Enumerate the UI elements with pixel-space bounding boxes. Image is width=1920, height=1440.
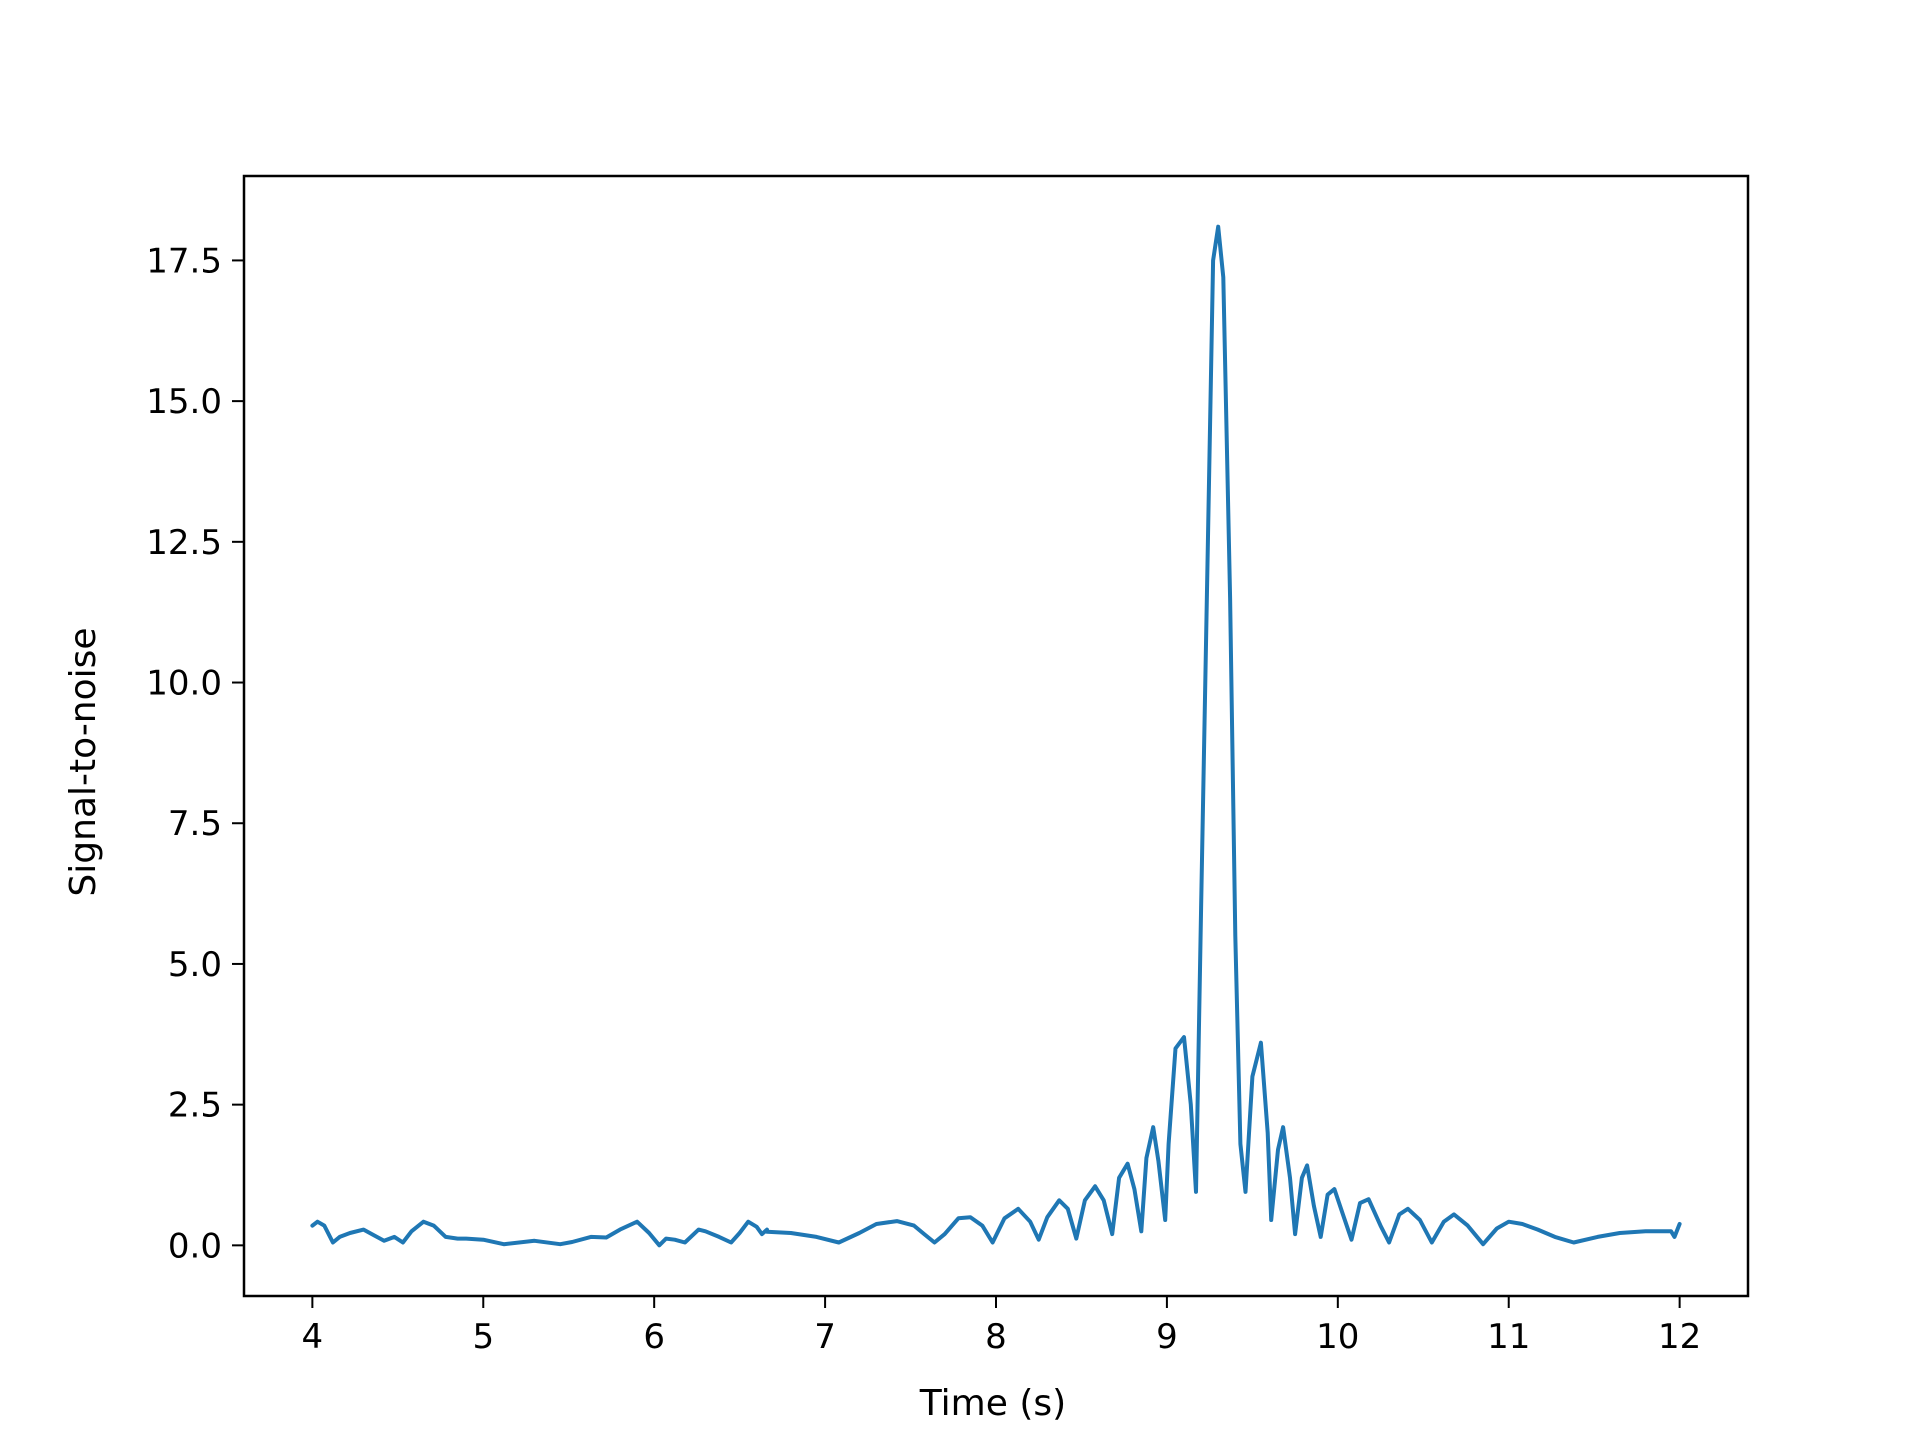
x-tick-label: 5 xyxy=(472,1317,494,1357)
x-tick-label: 10 xyxy=(1316,1317,1359,1357)
x-axis-label: Time (s) xyxy=(919,1383,1066,1424)
x-tick-label: 4 xyxy=(302,1317,324,1357)
x-tick-label: 9 xyxy=(1156,1317,1178,1357)
y-tick-label: 5.0 xyxy=(168,945,222,985)
y-axis-label: Signal-to-noise xyxy=(63,627,104,896)
y-tick-label: 17.5 xyxy=(146,241,222,281)
x-tick-label: 7 xyxy=(814,1317,836,1357)
x-tick-label: 12 xyxy=(1658,1317,1701,1357)
x-tick-label: 11 xyxy=(1487,1317,1530,1357)
x-tick-label: 6 xyxy=(643,1317,665,1357)
x-axis-ticks: 4 5 6 7 8 9 10 11 12 xyxy=(302,1296,1701,1357)
y-tick-label: 15.0 xyxy=(146,382,222,422)
y-tick-label: 7.5 xyxy=(168,804,222,844)
y-tick-label: 2.5 xyxy=(168,1086,222,1126)
y-tick-label: 0.0 xyxy=(168,1226,222,1266)
series-layer xyxy=(310,224,1682,1248)
y-tick-label: 12.5 xyxy=(146,523,222,563)
series-line-0 xyxy=(310,224,1682,1248)
x-tick-label: 8 xyxy=(985,1317,1007,1357)
y-axis-ticks: 0.0 2.5 5.0 7.5 10.0 12.5 15.0 17.5 xyxy=(146,241,244,1266)
y-tick-label: 10.0 xyxy=(146,664,222,704)
